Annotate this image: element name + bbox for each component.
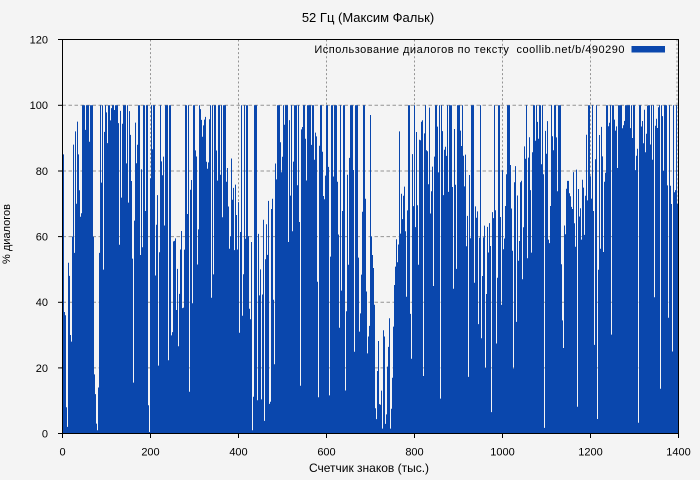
svg-text:600: 600 <box>317 447 335 459</box>
svg-text:200: 200 <box>141 447 159 459</box>
svg-text:20: 20 <box>36 363 48 375</box>
svg-text:120: 120 <box>30 34 48 46</box>
svg-text:100: 100 <box>30 100 48 112</box>
svg-text:1200: 1200 <box>578 447 602 459</box>
svg-text:% диалогов: % диалогов <box>1 204 13 264</box>
svg-text:0: 0 <box>59 447 65 459</box>
svg-text:1400: 1400 <box>666 447 690 459</box>
svg-text:40: 40 <box>36 297 48 309</box>
svg-text:80: 80 <box>36 166 48 178</box>
svg-text:1000: 1000 <box>490 447 514 459</box>
svg-text:52 Гц (Максим Фальк): 52 Гц (Максим Фальк) <box>302 10 434 25</box>
svg-text:Использование диалогов по текс: Использование диалогов по тексту coollib… <box>314 44 625 56</box>
svg-text:400: 400 <box>229 447 247 459</box>
svg-text:800: 800 <box>405 447 423 459</box>
svg-text:60: 60 <box>36 232 48 244</box>
svg-text:0: 0 <box>42 428 48 440</box>
svg-text:Счетчик знаков (тыс.): Счетчик знаков (тыс.) <box>309 461 429 475</box>
